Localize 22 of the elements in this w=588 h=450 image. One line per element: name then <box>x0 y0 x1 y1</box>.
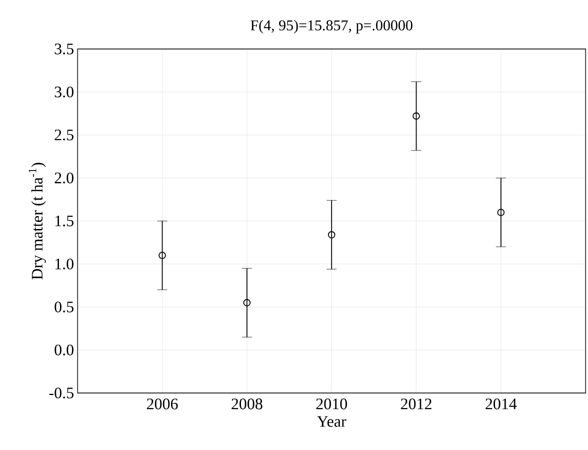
point <box>497 208 505 216</box>
x-tick-label: 2008 <box>232 398 262 410</box>
y-tick-label: 1.5 <box>55 216 74 226</box>
x-tick-label: 2010 <box>316 398 347 410</box>
chart-title: F(4, 95)=15.857, p=.00000 <box>250 20 412 34</box>
point <box>412 112 420 120</box>
point <box>158 252 166 260</box>
x-tick-label: 2012 <box>400 398 432 410</box>
y-tick-label: 3.5 <box>54 44 74 54</box>
x-tick-label: 2006 <box>146 398 178 410</box>
x-tick-label: 2014 <box>486 398 517 410</box>
point <box>243 299 251 306</box>
y-tick-label: 2.0 <box>54 172 74 184</box>
y-tick-label: 1.0 <box>55 258 74 270</box>
y-tick-label: 2.5 <box>54 130 74 140</box>
y-tick-label: 3.0 <box>54 86 74 98</box>
point <box>328 231 336 238</box>
y-tick-label: 0.0 <box>54 344 74 356</box>
y-tick-label: 0.5 <box>54 302 74 312</box>
y-tick-label: -0.5 <box>49 388 74 398</box>
y-axis-title: Dry matter (t ha$^{-1}$) <box>28 162 46 280</box>
x-axis-title: Year <box>317 416 346 427</box>
